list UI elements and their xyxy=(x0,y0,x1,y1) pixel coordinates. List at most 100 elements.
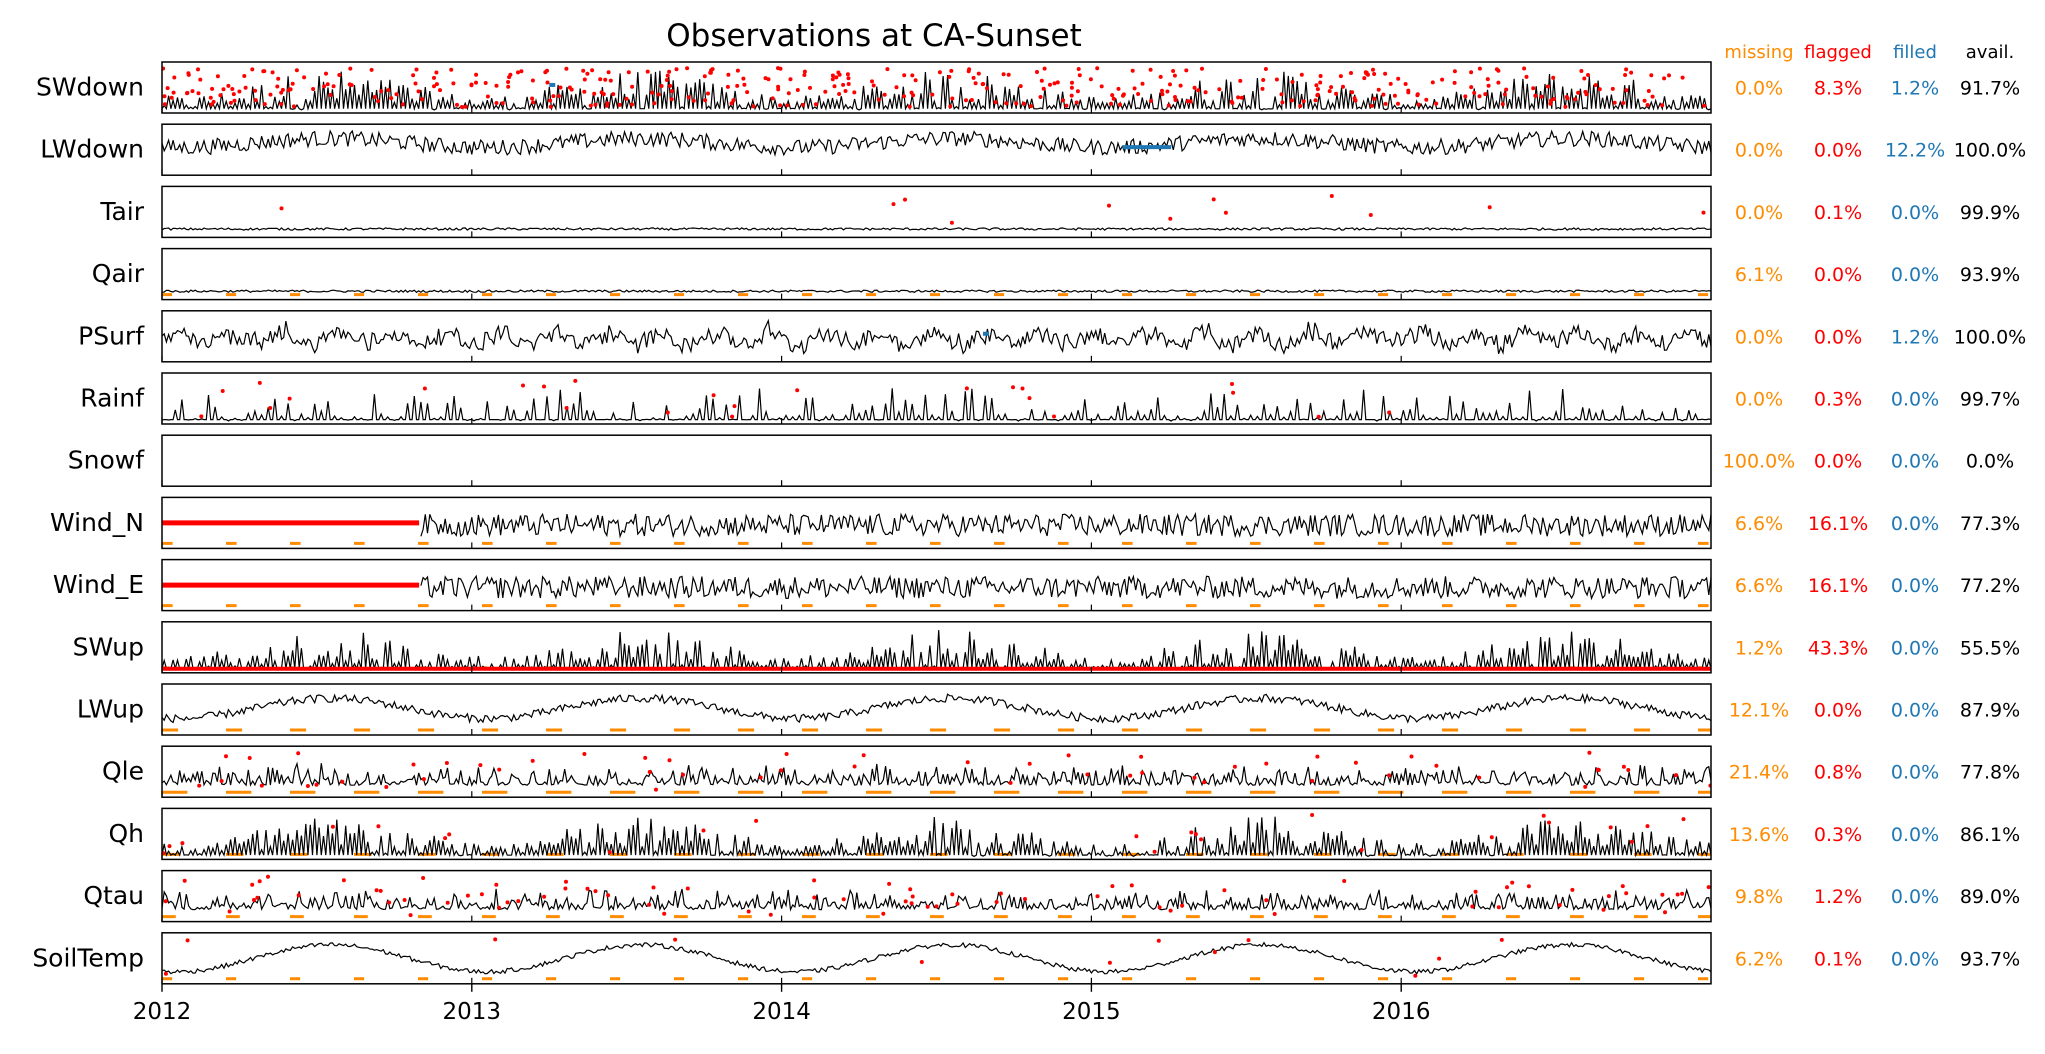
series-line-swup xyxy=(162,630,1711,671)
panel-frame-wind-n xyxy=(161,496,1712,550)
panel-qle: Qle 21.4% 0.8% 0.0% 77.8% xyxy=(102,745,2020,798)
stat-header-avail: avail. xyxy=(1966,42,2014,63)
stat-flagged-qair: 0.0% xyxy=(1814,264,1862,286)
series-label-snowf: Snowf xyxy=(68,446,145,475)
stat-filled-qle: 0.0% xyxy=(1891,762,1939,784)
panel-frame-qh xyxy=(161,807,1712,861)
stat-filled-qh: 0.0% xyxy=(1891,824,1939,846)
panel-wind-e: Wind_E 6.6% 16.1% 0.0% 77.2% xyxy=(53,558,2020,612)
series-label-swdown: SWdown xyxy=(36,73,144,102)
stat-flagged-lwup: 0.0% xyxy=(1814,700,1862,722)
series-label-qh: Qh xyxy=(108,819,144,848)
stat-flagged-wind-n: 16.1% xyxy=(1808,513,1868,535)
panel-swdown: SWdown 0.0% 8.3% 1.2% 91.7% xyxy=(36,61,2020,114)
series-label-soiltemp: SoilTemp xyxy=(32,943,144,972)
stat-missing-qle: 21.4% xyxy=(1729,762,1789,784)
flagged-marks-qtau xyxy=(163,874,1711,918)
series-line-psurf xyxy=(162,318,1711,355)
stat-avail-qtau: 89.0% xyxy=(1960,886,2020,908)
x-axis: 2012 2013 2014 2015 2016 xyxy=(133,983,1431,1025)
stat-missing-tair: 0.0% xyxy=(1735,202,1783,224)
panel-frame-qle xyxy=(161,745,1712,798)
stat-missing-soiltemp: 6.2% xyxy=(1735,948,1783,970)
stat-avail-lwdown: 100.0% xyxy=(1954,140,2026,162)
panel-frame-qair xyxy=(161,247,1712,301)
panel-frame-soiltemp xyxy=(161,932,1712,985)
x-tick-label: 2015 xyxy=(1062,999,1121,1025)
series-label-lwup: LWup xyxy=(77,695,144,724)
stat-filled-qtau: 0.0% xyxy=(1891,886,1939,908)
series-line-swdown xyxy=(162,70,1711,112)
stat-filled-swdown: 1.2% xyxy=(1891,78,1939,100)
stat-filled-rainf: 0.0% xyxy=(1891,389,1939,411)
series-line-tair xyxy=(162,227,1711,231)
x-tick-label: 2016 xyxy=(1372,999,1431,1025)
stat-missing-qtau: 9.8% xyxy=(1735,886,1783,908)
panel-soiltemp: SoilTemp 6.2% 0.1% 0.0% 93.7% xyxy=(32,932,2020,985)
stat-avail-qh: 86.1% xyxy=(1960,824,2020,846)
stat-flagged-qtau: 1.2% xyxy=(1814,886,1862,908)
series-line-lwdown xyxy=(162,129,1711,157)
chart-title: Observations at CA-Sunset xyxy=(666,18,1082,54)
stat-filled-lwup: 0.0% xyxy=(1891,700,1939,722)
stat-avail-snowf: 0.0% xyxy=(1966,451,2014,473)
stat-flagged-snowf: 0.0% xyxy=(1814,451,1862,473)
panel-qh: Qh 13.6% 0.3% 0.0% 86.1% xyxy=(108,807,2020,861)
x-tick-label: 2013 xyxy=(443,999,502,1025)
stat-flagged-tair: 0.1% xyxy=(1814,202,1862,224)
stat-filled-qair: 0.0% xyxy=(1891,264,1939,286)
stat-filled-swup: 0.0% xyxy=(1891,637,1939,659)
series-label-rainf: Rainf xyxy=(80,384,145,413)
panel-lwup: LWup 12.1% 0.0% 0.0% 87.9% xyxy=(77,683,2020,736)
series-line-wind-e xyxy=(420,574,1711,601)
panel-frame-tair xyxy=(161,185,1712,239)
stat-avail-psurf: 100.0% xyxy=(1954,326,2026,348)
panel-frame-snowf xyxy=(161,434,1712,487)
series-label-qle: Qle xyxy=(102,757,144,786)
panel-frame-lwup xyxy=(161,683,1712,736)
stat-flagged-swup: 43.3% xyxy=(1808,637,1868,659)
series-line-rainf xyxy=(162,388,1711,422)
stat-missing-swdown: 0.0% xyxy=(1735,78,1783,100)
series-label-qair: Qair xyxy=(92,259,145,288)
panel-frame-swdown xyxy=(161,61,1712,114)
panel-psurf: PSurf 0.0% 0.0% 1.2% 100.0% xyxy=(78,310,2026,363)
series-label-wind-n: Wind_N xyxy=(50,508,144,537)
stat-missing-qh: 13.6% xyxy=(1729,824,1789,846)
stat-avail-tair: 99.9% xyxy=(1960,202,2020,224)
panel-frame-lwdown xyxy=(161,123,1712,176)
panel-frame-rainf xyxy=(161,372,1712,425)
x-tick-label: 2012 xyxy=(133,999,192,1025)
stat-avail-lwup: 87.9% xyxy=(1960,700,2020,722)
stat-flagged-psurf: 0.0% xyxy=(1814,326,1862,348)
stat-missing-rainf: 0.0% xyxy=(1735,389,1783,411)
panel-qair: Qair 6.1% 0.0% 0.0% 93.9% xyxy=(92,247,2020,301)
stat-avail-wind-e: 77.2% xyxy=(1960,575,2020,597)
stat-avail-soiltemp: 93.7% xyxy=(1960,948,2020,970)
stat-filled-wind-e: 0.0% xyxy=(1891,575,1939,597)
stat-filled-psurf: 1.2% xyxy=(1891,326,1939,348)
series-line-qh xyxy=(162,816,1711,858)
panel-snowf: Snowf 100.0% 0.0% 0.0% 0.0% xyxy=(68,434,2014,487)
stat-missing-psurf: 0.0% xyxy=(1735,326,1783,348)
series-label-tair: Tair xyxy=(99,197,144,226)
series-label-psurf: PSurf xyxy=(78,321,145,350)
series-line-lwup xyxy=(162,692,1711,724)
panel-qtau: Qtau 9.8% 1.2% 0.0% 89.0% xyxy=(83,869,2020,923)
stat-filled-tair: 0.0% xyxy=(1891,202,1939,224)
stat-flagged-lwdown: 0.0% xyxy=(1814,140,1862,162)
panel-rainf: Rainf 0.0% 0.3% 0.0% 99.7% xyxy=(80,372,2020,425)
stat-missing-qair: 6.1% xyxy=(1735,264,1783,286)
stat-filled-snowf: 0.0% xyxy=(1891,451,1939,473)
flagged-marks-swdown xyxy=(162,66,1707,109)
stat-header-flagged: flagged xyxy=(1804,42,1872,63)
panel-swup: SWup 1.2% 43.3% 0.0% 55.5% xyxy=(73,621,2020,674)
stat-avail-swdown: 91.7% xyxy=(1960,78,2020,100)
flagged-marks-tair xyxy=(279,194,1706,225)
stat-avail-swup: 55.5% xyxy=(1960,637,2020,659)
panel-frame-swup xyxy=(161,621,1712,674)
panel-frame-qtau xyxy=(161,869,1712,923)
stat-missing-wind-n: 6.6% xyxy=(1735,513,1783,535)
panel-lwdown: LWdown 0.0% 0.0% 12.2% 100.0% xyxy=(40,123,2026,176)
